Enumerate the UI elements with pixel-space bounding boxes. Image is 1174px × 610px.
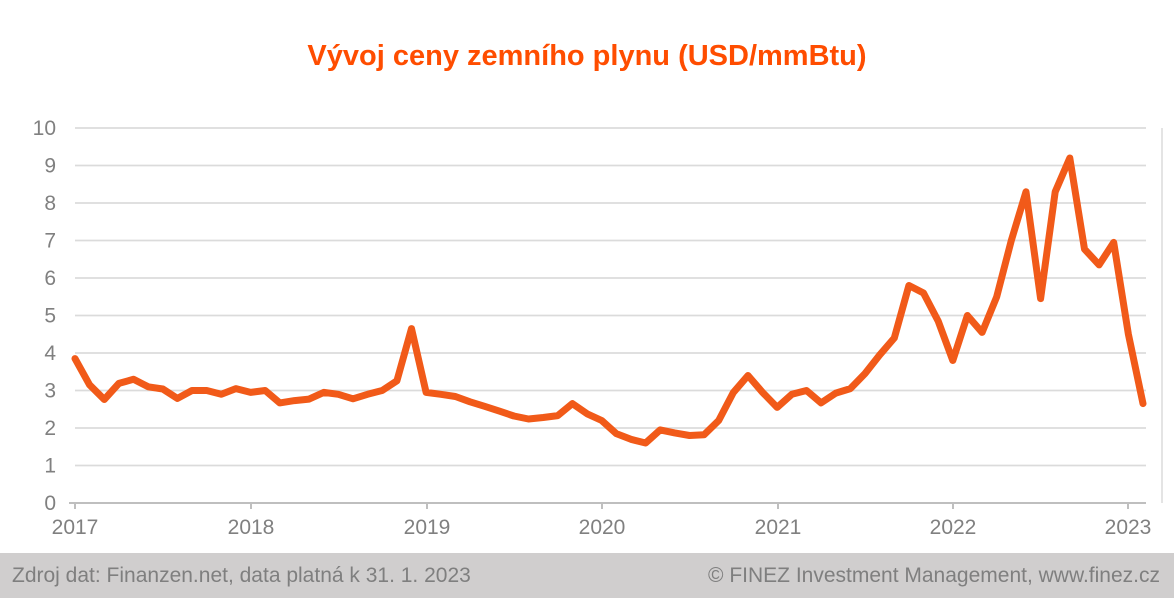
y-axis-label: 10 [33,117,56,140]
natural-gas-price-line [71,154,1147,447]
y-axis-label: 0 [44,492,56,515]
x-axis-label: 2023 [1105,516,1152,539]
x-axis-label: 2021 [755,516,802,539]
y-axis-label: 7 [44,230,56,253]
y-axis-label: 9 [44,155,56,178]
footer-copyright-text: © FINEZ Investment Management, www.finez… [708,563,1160,587]
x-axis-label: 2020 [579,516,626,539]
chart-title: Vývoj ceny zemního plynu (USD/mmBtu) [307,40,867,72]
x-axis-label: 2019 [404,516,451,539]
y-axis-label: 1 [44,455,56,478]
x-axis-label: 2018 [228,516,275,539]
x-axis-label: 2017 [52,516,99,539]
y-axis-label: 6 [44,267,56,290]
footer-bar: Zdroj dat: Finanzen.net, data platná k 3… [0,553,1174,598]
y-axis-label: 8 [44,192,56,215]
y-axis-label: 3 [44,380,56,403]
y-axis-label: 4 [44,342,56,365]
y-axis-label: 2 [44,417,56,440]
footer-source-text: Zdroj dat: Finanzen.net, data platná k 3… [12,563,471,587]
x-axis-label: 2022 [930,516,977,539]
y-axis-label: 5 [44,305,56,328]
